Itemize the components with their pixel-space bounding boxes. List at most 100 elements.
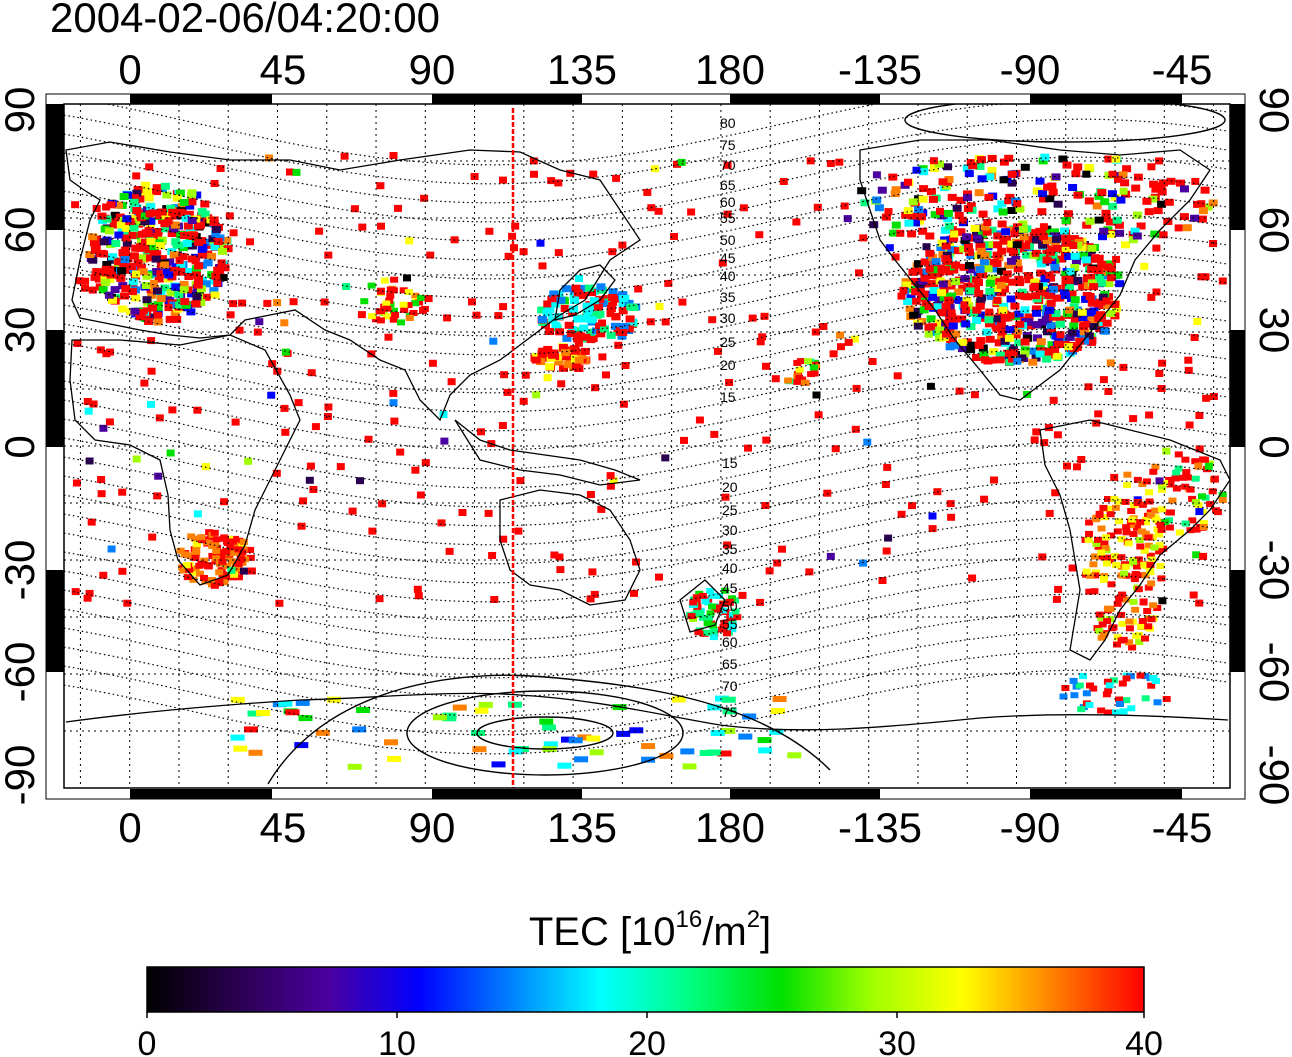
tec-point	[220, 579, 229, 586]
tec-point	[920, 258, 930, 266]
tec-point	[938, 178, 948, 186]
tec-point	[1051, 173, 1061, 181]
tec-point	[1035, 350, 1045, 358]
tec-point	[928, 525, 937, 533]
tec-point	[994, 339, 1004, 347]
tec-point	[962, 297, 972, 305]
tec-point	[692, 594, 701, 601]
tec-point	[99, 424, 108, 432]
tec-point	[901, 211, 911, 219]
tec-point	[859, 234, 868, 242]
tec-point	[1061, 217, 1071, 224]
tec-point	[1030, 283, 1039, 290]
tec-point	[1092, 516, 1100, 523]
colorbar-label-exponent-2: 2	[747, 906, 760, 933]
tec-point	[949, 234, 959, 242]
tec-point	[1101, 209, 1111, 217]
tec-point	[1038, 553, 1047, 561]
lat-label-left: -30	[0, 540, 43, 601]
tec-point	[1065, 306, 1075, 314]
tec-point	[1155, 477, 1164, 485]
tec-point	[1077, 706, 1086, 713]
tec-point	[498, 422, 507, 429]
tec-point	[382, 300, 391, 307]
tec-point	[1105, 269, 1115, 277]
tec-point	[577, 734, 592, 741]
tec-point	[1158, 483, 1167, 490]
tec-point	[926, 382, 935, 390]
tec-point	[201, 463, 210, 471]
tec-point	[580, 347, 590, 355]
tec-point	[940, 226, 950, 234]
tec-point	[661, 454, 670, 462]
tec-point	[598, 300, 608, 308]
tec-point	[204, 563, 213, 570]
tec-point	[193, 222, 203, 230]
tec-point	[197, 534, 206, 541]
tec-point	[1020, 350, 1030, 358]
tec-point	[942, 309, 952, 317]
tec-point	[146, 217, 156, 225]
tec-point	[961, 320, 971, 328]
tec-point	[678, 298, 687, 306]
tec-point	[954, 296, 964, 304]
tec-point	[1061, 270, 1071, 278]
tec-point	[728, 626, 737, 633]
tec-point	[852, 384, 861, 392]
tec-point	[102, 350, 111, 358]
tec-point	[1098, 621, 1107, 628]
tec-point	[569, 305, 579, 313]
tec-point	[110, 211, 120, 219]
tec-point	[504, 252, 513, 260]
tec-point	[326, 696, 341, 703]
tec-point	[256, 710, 271, 716]
tec-point	[298, 715, 313, 722]
tec-point	[90, 273, 100, 281]
tec-point	[132, 455, 141, 463]
tec-point	[292, 168, 301, 176]
tec-point	[193, 510, 202, 518]
tec-point	[133, 259, 143, 267]
tec-point	[564, 321, 574, 329]
tec-point	[997, 333, 1006, 341]
tec-point	[197, 208, 207, 216]
tec-point	[1182, 224, 1192, 232]
tec-point	[999, 176, 1009, 184]
tec-point	[1153, 526, 1162, 533]
tec-point	[227, 558, 236, 565]
tec-point	[153, 492, 162, 500]
tec-point	[309, 486, 318, 493]
tec-point	[1218, 277, 1227, 285]
tec-point	[1118, 680, 1127, 687]
tec-point	[1010, 302, 1020, 310]
tec-point	[1123, 482, 1132, 489]
tec-point	[212, 536, 221, 543]
tec-point	[1099, 227, 1109, 235]
tec-point	[1004, 154, 1014, 162]
tec-point	[153, 318, 163, 326]
tec-point	[389, 152, 398, 159]
tec-point	[1097, 189, 1107, 197]
colorbar-ticks: 0 10 20 30 40	[138, 1012, 1163, 1057]
tec-point	[1045, 509, 1054, 517]
tec-point	[1095, 510, 1104, 518]
tec-point	[405, 315, 414, 321]
tec-point	[1121, 498, 1130, 505]
tec-point	[1106, 310, 1116, 317]
tec-point	[383, 305, 392, 312]
geomagnetic-pole-contours	[267, 104, 1226, 785]
tec-point	[837, 343, 845, 351]
tec-point	[1079, 323, 1088, 331]
tec-point	[1085, 309, 1095, 317]
tec-point	[372, 316, 381, 323]
tec-point	[514, 527, 523, 535]
tec-point	[673, 160, 681, 168]
tec-point	[1133, 211, 1143, 219]
tec-point	[142, 272, 152, 280]
outer-frame	[45, 93, 1246, 800]
tec-point	[1115, 518, 1123, 525]
tec-point	[829, 350, 838, 358]
tec-point	[488, 552, 497, 559]
tec-point	[1031, 305, 1041, 313]
